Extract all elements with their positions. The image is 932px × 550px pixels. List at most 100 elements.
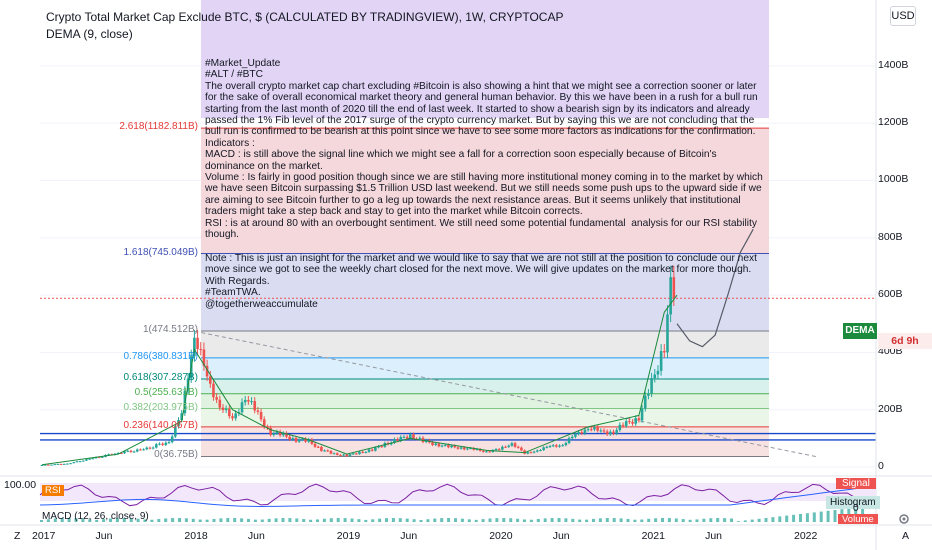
volume-bar	[226, 518, 230, 522]
volume-bar	[74, 518, 78, 522]
volume-bar	[178, 518, 181, 522]
volume-bar	[281, 518, 285, 522]
volume-bar	[592, 518, 595, 522]
volume-bar	[702, 518, 706, 522]
candle	[88, 458, 91, 460]
volume-bar	[709, 518, 713, 522]
volume-bar	[688, 519, 692, 522]
candle	[243, 400, 247, 403]
candle	[285, 433, 288, 437]
candle	[212, 383, 215, 398]
candle	[453, 445, 457, 448]
projection-path	[676, 228, 754, 348]
candle	[120, 452, 123, 454]
volume-bar	[716, 518, 720, 522]
candle	[612, 431, 615, 434]
y-tick-label: 1000B	[878, 173, 909, 186]
candle	[56, 463, 60, 465]
candle	[570, 436, 574, 439]
fib-zone-5	[201, 393, 769, 409]
candle	[669, 277, 672, 315]
volume-bar	[550, 518, 554, 522]
analysis-annotation[interactable]: #Market_Update #ALT / #BTC The overall c…	[205, 58, 763, 241]
candle	[208, 376, 212, 384]
candle	[329, 451, 333, 454]
candle	[288, 436, 291, 440]
analysis-note[interactable]: Note : This is just an insight for the m…	[205, 253, 757, 310]
volume-bar	[322, 518, 326, 522]
macd-axis-zero: 0	[853, 503, 859, 514]
dema-tag: DEMA	[843, 323, 877, 339]
fib-label-0: 2.618(1182.811B)	[119, 121, 198, 133]
candle	[202, 349, 206, 366]
candle	[59, 463, 63, 465]
candle	[459, 447, 463, 449]
auto-scale-button[interactable]: A	[902, 530, 910, 542]
volume-bar	[543, 518, 547, 522]
candle	[609, 431, 612, 435]
candle	[180, 413, 183, 420]
candle	[663, 351, 666, 353]
rsi-label[interactable]: RSI	[42, 485, 64, 496]
candle	[488, 451, 491, 453]
candle	[145, 447, 149, 450]
volume-bar	[40, 520, 43, 522]
volume-bar	[157, 519, 161, 522]
candle	[358, 451, 361, 455]
candle	[434, 443, 437, 446]
candle	[542, 447, 545, 451]
volume-bar	[723, 518, 727, 522]
volume-bar	[819, 511, 823, 522]
dema-line	[41, 294, 678, 466]
macd-label[interactable]: MACD (12, 26, close, 9)	[42, 511, 149, 522]
candle	[605, 431, 609, 435]
candle	[405, 436, 409, 439]
candle	[139, 449, 142, 451]
volume-bar	[557, 518, 561, 522]
candle	[412, 434, 415, 439]
candle	[240, 402, 244, 413]
candle	[501, 446, 504, 450]
candle	[526, 452, 530, 454]
settings-icon[interactable]	[896, 512, 912, 526]
volume-bar	[53, 518, 57, 522]
candle	[132, 451, 136, 453]
chart-title: Crypto Total Market Cap Exclude BTC, $ (…	[46, 10, 564, 24]
bar-countdown-tag: 6d 9h	[878, 333, 932, 349]
candle	[529, 452, 533, 454]
candle	[107, 454, 110, 456]
x-tick-label: Jun	[705, 530, 723, 542]
candle	[377, 446, 380, 448]
candle	[351, 453, 355, 455]
candle	[247, 400, 250, 402]
candle	[221, 407, 225, 411]
volume-bar	[184, 518, 188, 522]
candle	[91, 458, 95, 460]
candle	[158, 443, 161, 445]
candle	[539, 450, 542, 452]
timezone-button[interactable]: Z	[14, 530, 21, 542]
fib-label-8: 0(36.75B)	[154, 449, 198, 461]
volume-bar	[743, 520, 747, 522]
candle	[555, 445, 558, 447]
candle	[393, 439, 396, 443]
x-tick-label: 2018	[184, 530, 208, 542]
candle	[475, 448, 479, 450]
candle	[551, 445, 555, 447]
volume-bar	[654, 518, 658, 522]
candle	[151, 447, 155, 449]
indicator-label[interactable]: DEMA (9, close)	[46, 27, 133, 41]
candle	[307, 439, 310, 442]
volume-bar	[233, 518, 237, 522]
candle	[482, 450, 485, 452]
x-tick-label: 2020	[489, 530, 513, 542]
currency-button[interactable]: USD	[890, 6, 916, 26]
volume-bar	[750, 519, 754, 522]
candle	[272, 433, 276, 435]
candle	[78, 461, 82, 463]
candle	[310, 439, 314, 444]
volume-bar	[219, 518, 223, 522]
volume-bar	[502, 518, 506, 522]
x-tick-label: 2022	[794, 530, 818, 542]
